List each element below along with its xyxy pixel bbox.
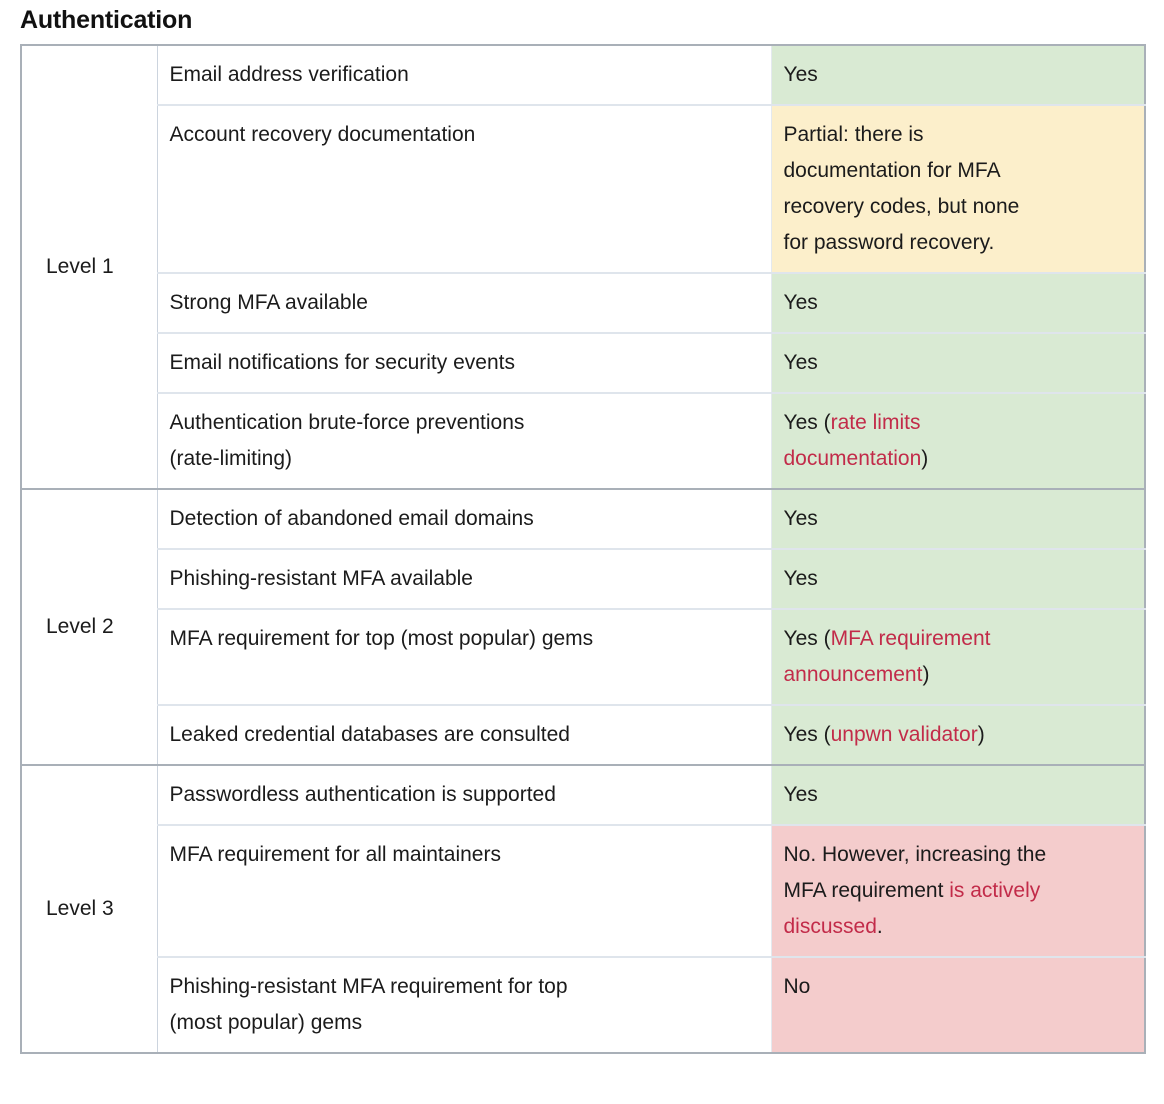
status-text-part: No. However, increasing the MFA requirem… bbox=[783, 843, 1047, 902]
status-cell: Yes bbox=[771, 548, 1145, 609]
criterion-cell: Strong MFA available bbox=[157, 272, 772, 333]
level-label: Level 2 bbox=[21, 488, 158, 765]
criterion-cell: Email address verification bbox=[157, 45, 772, 105]
status-text: Yes bbox=[784, 345, 1133, 381]
criterion-cell: Email notifications for security events bbox=[157, 332, 772, 393]
page-title: Authentication bbox=[20, 6, 193, 34]
level-section: Level 1 Email address verification Yes Acco… bbox=[21, 45, 1145, 489]
status-text: Yes bbox=[784, 561, 1133, 597]
status-text-part: ) bbox=[921, 447, 929, 470]
criterion-cell: Authentication brute-force preventions (… bbox=[157, 392, 772, 489]
status-cell: Yes bbox=[771, 332, 1145, 393]
criterion-text: Phishing-resistant MFA requirement for t… bbox=[169, 975, 568, 1034]
status-text: Yes (rate limits documentation) bbox=[784, 405, 1133, 477]
criterion-cell: Detection of abandoned email domains bbox=[157, 488, 772, 549]
status-text-part: Yes ( bbox=[783, 723, 831, 746]
status-text: Yes bbox=[784, 285, 1133, 321]
table-row: Email notifications for security events Y… bbox=[21, 332, 1145, 393]
table-row: MFA requirement for all maintainers No. H… bbox=[21, 824, 1145, 957]
criterion-cell: MFA requirement for all maintainers bbox=[157, 824, 772, 957]
criterion-text: MFA requirement for all maintainers bbox=[169, 843, 501, 866]
table-row: MFA requirement for top (most popular) g… bbox=[21, 608, 1145, 705]
status-link[interactable]: rate limits documentation bbox=[783, 411, 922, 470]
criterion-text: Strong MFA available bbox=[169, 291, 368, 314]
table-row: Account recovery documentation Partial: t… bbox=[21, 104, 1145, 273]
criterion-cell: Passwordless authentication is supported bbox=[157, 764, 772, 825]
status-cell: No bbox=[771, 956, 1145, 1053]
table-row: Phishing-resistant MFA available Yes bbox=[21, 548, 1145, 609]
status-text-part: Yes ( bbox=[783, 627, 831, 650]
criterion-cell: Phishing-resistant MFA available bbox=[157, 548, 772, 609]
status-cell: Yes (rate limits documentation) bbox=[771, 392, 1145, 489]
criterion-text: Leaked credential databases are consulte… bbox=[169, 723, 570, 746]
status-cell: Yes bbox=[771, 272, 1145, 333]
status-text: Partial: there is documentation for MFA … bbox=[784, 117, 1133, 261]
status-text: No. However, increasing the MFA requirem… bbox=[784, 837, 1133, 945]
status-link[interactable]: MFA requirement announcement bbox=[783, 627, 991, 686]
status-text-part: No bbox=[783, 975, 811, 998]
level-section: Level 3 Passwordless authentication is su… bbox=[21, 764, 1145, 1053]
level-section: Level 2 Detection of abandoned email doma… bbox=[21, 488, 1145, 765]
criterion-text: MFA requirement for top (most popular) g… bbox=[169, 627, 594, 650]
table-row: Leaked credential databases are consulte… bbox=[21, 704, 1145, 765]
table-row: Authentication brute-force preventions (… bbox=[21, 392, 1145, 489]
table-row: Strong MFA available Yes bbox=[21, 272, 1145, 333]
status-cell: Yes bbox=[771, 488, 1145, 549]
criterion-text: Account recovery documentation bbox=[169, 123, 476, 146]
status-cell: Yes bbox=[771, 45, 1145, 105]
status-text-part: Yes bbox=[783, 567, 818, 590]
status-text-part: . bbox=[876, 915, 883, 938]
table-row: Phishing-resistant MFA requirement for t… bbox=[21, 956, 1145, 1053]
table-row: Level 2 Detection of abandoned email doma… bbox=[21, 488, 1145, 765]
status-cell: Yes (unpwn validator) bbox=[771, 704, 1145, 765]
criterion-cell: Phishing-resistant MFA requirement for t… bbox=[157, 956, 772, 1053]
table-row: Level 3 Passwordless authentication is su… bbox=[21, 764, 1145, 1053]
criterion-cell: MFA requirement for top (most popular) g… bbox=[157, 608, 772, 705]
status-text-part: Yes bbox=[783, 783, 818, 806]
criterion-text: Authentication brute-force preventions (… bbox=[169, 411, 525, 470]
status-text-part: Yes bbox=[783, 351, 818, 374]
status-link[interactable]: is actively discussed bbox=[783, 879, 1041, 938]
status-cell: Yes (MFA requirement announcement) bbox=[771, 608, 1145, 705]
status-text-part: ) bbox=[977, 723, 985, 746]
status-cell: Partial: there is documentation for MFA … bbox=[771, 104, 1145, 273]
status-link[interactable]: unpwn validator bbox=[830, 723, 978, 746]
status-cell: Yes bbox=[771, 764, 1145, 825]
criterion-text: Passwordless authentication is supported bbox=[169, 783, 556, 806]
status-text-part: Yes bbox=[783, 507, 818, 530]
status-text: Yes bbox=[784, 501, 1133, 537]
status-text: Yes (unpwn validator) bbox=[784, 717, 1133, 753]
criterion-text: Email notifications for security events bbox=[169, 351, 515, 374]
authentication-table: Level 1 Email address verification Yes Acco… bbox=[20, 44, 1146, 1054]
status-cell: No. However, increasing the MFA requirem… bbox=[771, 824, 1145, 957]
criterion-text: Phishing-resistant MFA available bbox=[169, 567, 474, 590]
criterion-text: Detection of abandoned email domains bbox=[169, 507, 534, 530]
status-text-part: Yes bbox=[783, 291, 818, 314]
level-label: Level 1 bbox=[21, 45, 158, 489]
criterion-text: Email address verification bbox=[169, 63, 409, 86]
status-text-part: Partial: there is documentation for MFA … bbox=[783, 123, 1020, 254]
criterion-cell: Leaked credential databases are consulte… bbox=[157, 704, 772, 765]
status-text-part: Yes ( bbox=[783, 411, 831, 434]
status-text-part: Yes bbox=[783, 63, 818, 86]
level-label: Level 3 bbox=[21, 764, 158, 1053]
status-text-part: ) bbox=[922, 663, 930, 686]
status-text: Yes bbox=[784, 57, 1133, 93]
status-text: No bbox=[784, 969, 1133, 1005]
table-row: Level 1 Email address verification Yes bbox=[21, 45, 1145, 489]
criterion-cell: Account recovery documentation bbox=[157, 104, 772, 273]
status-text: Yes bbox=[784, 777, 1133, 813]
status-text: Yes (MFA requirement announcement) bbox=[784, 621, 1133, 693]
